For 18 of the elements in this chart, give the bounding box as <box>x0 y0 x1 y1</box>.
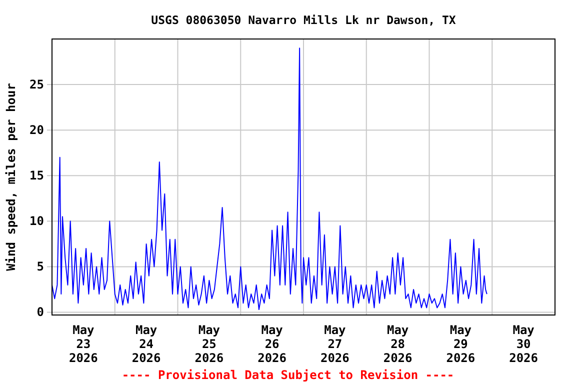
x-tick-label: May 28 2026 <box>383 323 412 365</box>
line-series <box>52 48 488 310</box>
y-tick-label: 15 <box>30 168 44 182</box>
x-tick-label: May 23 2026 <box>68 323 98 365</box>
text: ---- Provisional Data Subject to Revision ---- <box>122 368 454 382</box>
x-tick-label: May 25 2026 <box>194 323 224 365</box>
x-tick-label: May 29 2026 <box>446 323 476 365</box>
y-tick-label: 10 <box>30 214 44 228</box>
y-tick-label: 25 <box>30 77 44 92</box>
y-axis-title: Wind speed, miles per hour <box>4 83 18 271</box>
y-tick-label: 20 <box>30 122 44 137</box>
y-tick-label: 5 <box>36 260 44 274</box>
y-tick-label: 0 <box>36 305 44 320</box>
x-tick-label: May 27 2026 <box>320 323 350 365</box>
chart-title: USGS 08063050 Navarro Mills Lk nr Dawson, TX <box>151 13 456 27</box>
x-tick-label: May 30 2026 <box>509 323 538 365</box>
x-tick-label: May 24 2026 <box>132 323 161 365</box>
x-tick-label: May 26 2026 <box>258 323 287 365</box>
